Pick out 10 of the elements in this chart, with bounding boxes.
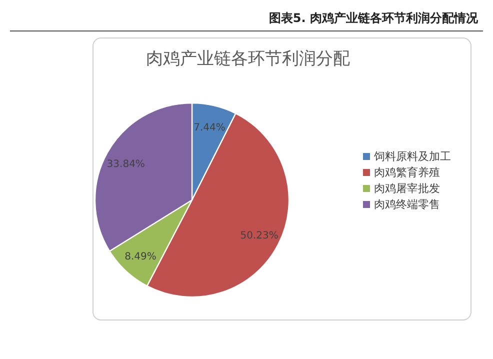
legend-label: 肉鸡屠宰批发 bbox=[374, 182, 440, 195]
data-label: 33.84% bbox=[106, 159, 145, 170]
chart-subtitle: 肉鸡产业链各环节利润分配 bbox=[146, 49, 350, 69]
data-label: 50.23% bbox=[240, 230, 278, 242]
legend-label: 饲料原料及加工 bbox=[373, 150, 451, 163]
legend-label: 肉鸡终端零售 bbox=[374, 198, 440, 211]
data-label: 7.44% bbox=[194, 122, 226, 134]
legend-label: 肉鸡繁育养殖 bbox=[374, 166, 440, 179]
data-label: 8.49% bbox=[124, 251, 156, 262]
chart-title: 图表5. 肉鸡产业链各环节利润分配情况 bbox=[268, 11, 479, 25]
